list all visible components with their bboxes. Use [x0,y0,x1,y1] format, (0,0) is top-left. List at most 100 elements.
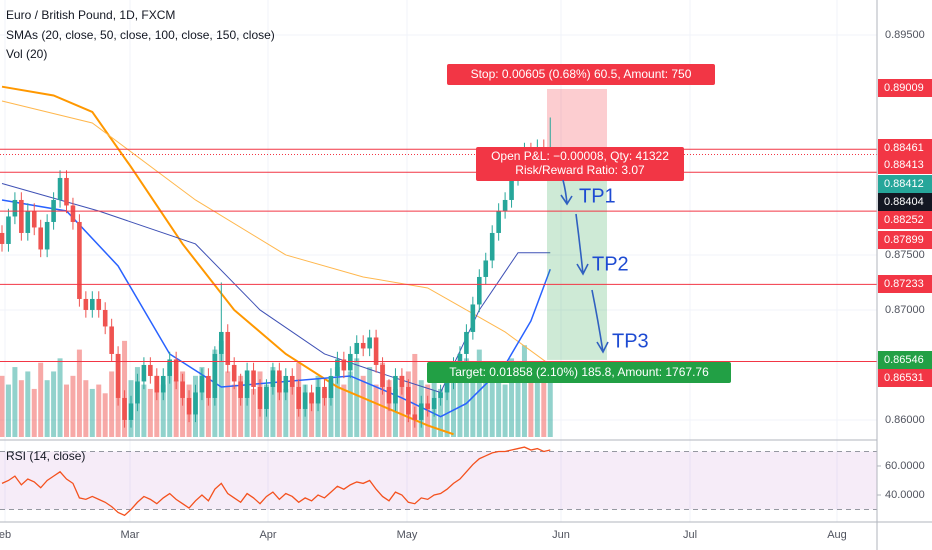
volume-bar [141,384,147,437]
volume-bar [457,371,463,437]
candle-body [412,414,418,420]
x-tick-label: Apr [259,529,276,541]
candle-body [70,205,76,222]
volume-bar [502,384,508,437]
candle-body [173,359,179,382]
price-label: 0.88404 [884,196,924,208]
candle-body [44,221,50,250]
candle-body [264,386,269,409]
volume-bar [322,388,327,437]
volume-bar [354,358,360,437]
volume-bar [199,367,205,437]
rsi-band [0,451,877,510]
pnl-label: Risk/Reward Ratio: 3.07 [515,163,645,177]
price-label-bg [878,79,932,97]
volume-bar [160,384,166,437]
candle-body [328,375,334,398]
price-label-bg [878,231,932,249]
y-tick-label: 0.86000 [885,414,925,426]
volume-bar [341,384,347,437]
candle-body [496,210,501,233]
volume-bar [438,388,444,437]
volume-bar [173,380,179,437]
price-label: 0.87233 [884,278,924,290]
volume-bar [147,388,153,437]
volume-bar [51,371,57,437]
volume-bar [102,393,108,437]
candle-body [444,381,450,393]
candle-body [6,216,11,244]
volume-bar [509,358,515,437]
volume-bar [83,380,89,437]
pnl-label-bg [476,147,684,181]
rsi-title: RSI (14, close) [6,449,85,463]
candle-body [31,210,37,228]
volume-bar [489,367,495,437]
volume-bar [218,340,224,437]
volume-bar [96,384,102,437]
candle-body [206,375,211,398]
candle-body [109,326,114,354]
candle-body [302,392,308,409]
candle-body [12,199,18,217]
candle-body [348,353,353,371]
candle-body [128,403,134,420]
volume-bar [25,371,31,437]
volume-bar [521,345,527,437]
price-label-bg [878,156,932,174]
candle-body [283,375,289,393]
volume-bar [64,384,69,437]
volume-bar [367,367,373,437]
candle-body [0,232,5,244]
volume-bar [534,367,540,437]
volume-bar [463,358,469,437]
stop-zone [547,88,607,156]
candle-body [25,210,31,233]
candle-body [102,309,108,327]
volume-bar [122,340,128,437]
y-tick-label: 0.87000 [885,304,925,316]
y-tick-label: 0.89500 [885,29,925,41]
candle-body [231,364,237,382]
target-label-bg [427,362,731,383]
candle-body [277,370,282,393]
candle-body [64,177,69,206]
candle-body [380,364,385,387]
volume-bar [470,362,476,437]
candle-body [483,260,489,277]
volume-bar [270,367,276,437]
pnl-label: Open P&L: −0.00008, Qty: 41322 [491,149,669,163]
candle-body [354,342,360,354]
candle-body [309,392,314,404]
candle-body [367,337,372,349]
volume-bar [44,380,50,437]
candle-body [270,370,276,387]
candle-body [160,375,166,393]
candle-body [135,381,140,404]
candle-body [77,221,82,299]
volume-bar [515,371,521,437]
volume-bar [380,362,386,437]
candle-body [199,375,205,393]
candle-body [96,298,102,310]
rsi-line [1,446,551,517]
volume-bar [392,388,398,437]
candle-body [251,370,256,387]
volume-bar [541,380,547,437]
tp-label: TP2 [592,253,629,275]
price-label: 0.89009 [884,82,924,94]
volume-bar [231,384,237,437]
sma-line [1,85,454,436]
volume-bar [528,375,534,437]
candle-body [393,375,398,404]
candle-body [148,364,153,376]
legend-line: Vol (20) [6,47,47,61]
volume-bar [412,353,418,437]
x-tick-label: May [397,529,418,541]
candle-body [167,359,172,376]
sma-line [1,182,551,394]
candle-body [509,177,514,200]
candle-body [154,375,160,393]
candle-body [212,353,218,398]
